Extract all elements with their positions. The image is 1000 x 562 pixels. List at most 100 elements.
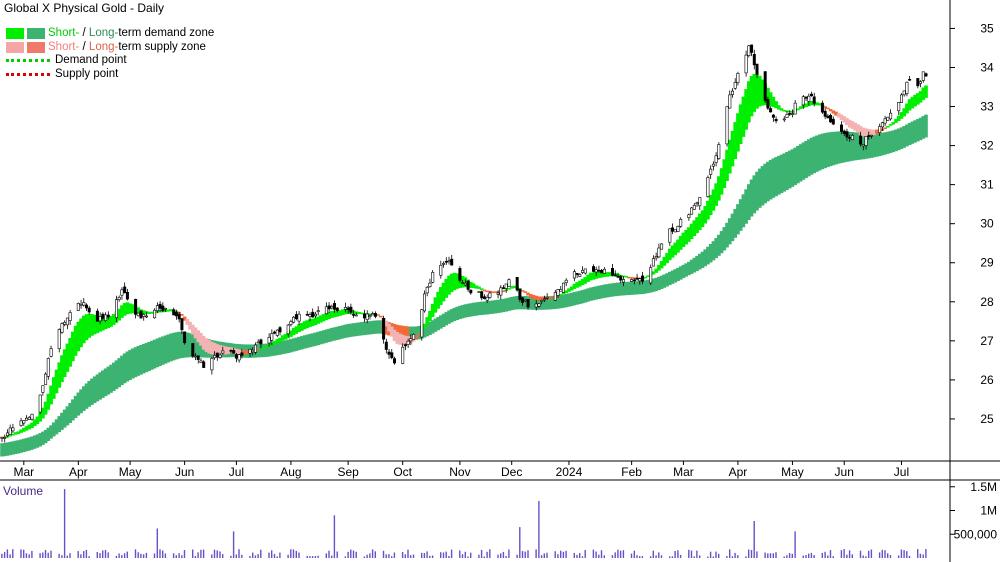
long-zone-strip: [708, 244, 713, 263]
volume-bar: [50, 550, 52, 558]
long-zone-strip: [368, 321, 372, 335]
volume-bar: [696, 550, 698, 558]
candle-up: [583, 268, 587, 274]
short-zone-strip: [834, 111, 838, 116]
long-zone-strip: [635, 281, 639, 295]
legend-rest-text: term demand zone: [118, 27, 215, 39]
candle-up: [905, 81, 909, 94]
volume-bar: [260, 549, 262, 558]
volume-bar: [211, 554, 213, 558]
candle-down: [387, 351, 391, 355]
volume-bar: [47, 552, 49, 558]
volume-bar: [658, 552, 660, 558]
short-zone-strip: [449, 273, 454, 293]
candle-down: [335, 307, 339, 312]
short-zone-strip: [567, 288, 571, 292]
volume-bar: [862, 555, 864, 558]
long-zone-strip: [504, 298, 509, 312]
short-zone-strip: [81, 315, 86, 344]
volume-bar: [805, 555, 807, 558]
long-zone-strip: [62, 409, 67, 428]
candle-up: [401, 346, 405, 364]
long-zone-strip: [812, 136, 817, 174]
candle-up: [676, 226, 680, 232]
long-zone-strip: [474, 302, 479, 316]
long-zone-strip: [640, 280, 645, 295]
long-zone-strip: [439, 315, 443, 329]
volume-bar: [748, 549, 750, 558]
long-zone-strip: [749, 179, 754, 217]
long-zone-strip: [144, 342, 149, 373]
candle-up: [864, 136, 868, 146]
long-zone-strip: [131, 348, 135, 379]
volume-bar: [505, 556, 507, 558]
long-zone-strip: [120, 355, 124, 386]
long-zone-strip: [43, 429, 48, 444]
short-zone-strip: [523, 291, 528, 293]
volume-bar: [219, 551, 221, 558]
short-zone-strip: [847, 119, 852, 128]
short-zone-strip: [210, 341, 214, 355]
long-zone-strip: [92, 376, 97, 404]
long-zone-strip: [139, 345, 143, 375]
candle-down: [670, 227, 674, 232]
short-zone-strip: [226, 346, 231, 355]
short-zone-strip: [842, 116, 847, 123]
candle-down: [635, 277, 639, 280]
volume-bar: [878, 552, 881, 558]
short-zone-strip: [804, 103, 808, 108]
short-zone-strip: [452, 272, 457, 291]
candle-down: [458, 267, 462, 281]
price-tick-label: 29: [980, 256, 994, 270]
long-zone-strip: [482, 301, 487, 315]
candle-down: [349, 306, 353, 313]
volume-bar: [314, 556, 317, 558]
volume-bar: [366, 554, 368, 558]
candle-up: [581, 270, 585, 273]
volume-bar: [164, 553, 167, 558]
volume-bar: [622, 550, 625, 558]
volume-bar: [156, 528, 158, 558]
volume-bar: [175, 555, 177, 558]
long-zone-strip: [760, 166, 765, 206]
volume-bar: [464, 551, 466, 558]
long-zone-strip: [836, 131, 841, 164]
long-zone-strip: [752, 175, 757, 214]
candle-up: [153, 309, 157, 319]
short-zone-strip: [839, 114, 844, 121]
volume-bar: [401, 552, 404, 558]
long-zone-strip: [370, 320, 375, 335]
candle-up: [869, 134, 873, 137]
candle-up: [447, 260, 451, 263]
volume-bar: [232, 531, 235, 558]
volume-bar: [213, 549, 216, 558]
long-zone-strip: [602, 284, 607, 298]
short-zone-strip: [395, 332, 400, 344]
short-zone-strip: [32, 419, 37, 427]
legend-green-dotted-line: [6, 59, 50, 63]
long-zone-strip: [106, 366, 111, 395]
x-tick-label: May: [781, 465, 804, 479]
candle-up: [695, 202, 699, 205]
short-term-zone-layer: [0, 73, 928, 439]
long-zone-strip: [359, 322, 364, 336]
candle-down: [106, 314, 110, 318]
candle-down: [848, 137, 852, 139]
long-zone-strip: [777, 155, 781, 195]
candle-up: [578, 274, 582, 277]
long-zone-strip: [787, 150, 792, 189]
candle-down: [191, 343, 195, 357]
short-zone-strip: [629, 277, 634, 279]
volume-bar: [508, 549, 510, 558]
long-zone-strip: [469, 303, 473, 317]
short-zone-strip: [766, 87, 770, 106]
candle-up: [38, 394, 42, 413]
volume-bar: [671, 556, 674, 558]
long-zone-strip: [768, 159, 773, 200]
candle-up: [120, 289, 124, 296]
long-zone-strip: [38, 433, 42, 447]
candle-up: [76, 302, 80, 311]
long-zone-strip: [785, 151, 789, 190]
long-zone-strip: [766, 161, 770, 202]
long-zone-strip: [902, 126, 907, 148]
